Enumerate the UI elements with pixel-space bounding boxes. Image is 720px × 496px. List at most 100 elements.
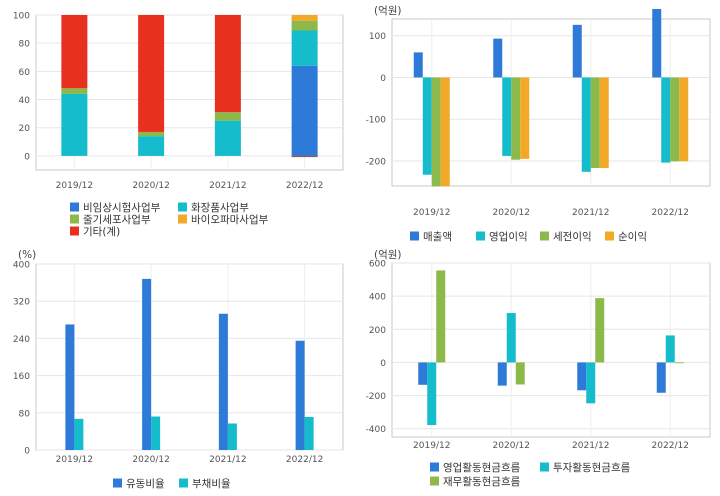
legend-label: 투자활동현금흐름 bbox=[553, 461, 631, 474]
y-tick-label: 80 bbox=[19, 409, 31, 419]
bar bbox=[214, 15, 241, 113]
bar bbox=[291, 20, 318, 31]
x-tick-label: 2020/12 bbox=[132, 455, 169, 465]
y-tick-label: 0 bbox=[380, 74, 386, 84]
chart-segment-share: 0 20 40 60 80 100 2019/12 2020/12 2021/12 2022/12… bbox=[13, 12, 344, 238]
bar bbox=[440, 77, 450, 187]
y-tick-label: 40 bbox=[19, 96, 31, 106]
bar bbox=[61, 15, 88, 89]
legend-swatch bbox=[70, 226, 79, 236]
legend-label: 화장품사업부 bbox=[191, 201, 249, 214]
bar bbox=[61, 93, 88, 156]
legend-swatch bbox=[179, 478, 188, 488]
legend-label: 영업활동현금흐름 bbox=[443, 461, 521, 474]
bar bbox=[436, 270, 446, 363]
x-tick-label: 2019/12 bbox=[413, 441, 450, 451]
unit-label: (억원) bbox=[374, 5, 402, 17]
bar bbox=[418, 362, 428, 385]
legend-swatch bbox=[70, 202, 79, 212]
legend-swatch bbox=[113, 478, 122, 488]
legend-label: 줄기세포사업부 bbox=[83, 213, 151, 226]
x-tick-label: 2020/12 bbox=[493, 208, 530, 218]
bar bbox=[586, 362, 596, 404]
chart-income: (억원) -200 -100 0 100 2019/12 2020/12 2021/12 202… bbox=[366, 5, 711, 243]
legend-swatch bbox=[540, 462, 549, 472]
y-tick-label: 100 bbox=[13, 12, 30, 22]
x-tick-label: 2021/12 bbox=[572, 441, 609, 451]
y-tick-label: -100 bbox=[366, 116, 387, 126]
bar bbox=[595, 298, 605, 363]
bar bbox=[670, 77, 680, 162]
bar bbox=[291, 30, 318, 66]
bar bbox=[679, 77, 689, 162]
legend: 유동비율 부채비율 bbox=[113, 478, 231, 490]
unit-label: (%) bbox=[18, 249, 36, 261]
bar bbox=[674, 362, 684, 364]
y-tick-label: 200 bbox=[369, 326, 386, 336]
y-tick-label: 0 bbox=[24, 152, 30, 162]
y-tick-label: 100 bbox=[369, 32, 386, 42]
bar bbox=[227, 423, 237, 450]
x-tick-label: 2020/12 bbox=[493, 441, 530, 451]
legend-label: 바이오파마사업부 bbox=[191, 213, 269, 226]
x-tick-label: 2022/12 bbox=[286, 455, 323, 465]
y-tick-label: 160 bbox=[13, 372, 30, 382]
y-tick-label: 320 bbox=[13, 298, 30, 308]
bar bbox=[520, 77, 530, 159]
legend-swatch bbox=[476, 231, 485, 241]
legend-label: 유동비율 bbox=[126, 478, 165, 490]
bar bbox=[413, 52, 423, 78]
bar bbox=[506, 313, 516, 363]
bar bbox=[295, 340, 305, 450]
legend-label: 부채비율 bbox=[192, 478, 231, 490]
legend-swatch bbox=[178, 214, 187, 224]
legend-swatch bbox=[70, 214, 79, 224]
bar bbox=[502, 77, 512, 156]
bar bbox=[61, 88, 88, 94]
legend-label: 영업이익 bbox=[489, 230, 528, 243]
x-tick-label: 2020/12 bbox=[132, 181, 169, 191]
y-tick-label: 400 bbox=[13, 261, 30, 271]
legend-label: 기타(계) bbox=[83, 226, 120, 238]
legend: 매출액 영업이익 세전이익 순이익 bbox=[410, 230, 647, 243]
x-tick-label: 2019/12 bbox=[56, 455, 93, 465]
y-tick-label: 80 bbox=[19, 40, 31, 50]
bar bbox=[151, 416, 161, 450]
legend-label: 세전이익 bbox=[553, 231, 592, 243]
bar bbox=[218, 313, 228, 450]
y-tick-label: 0 bbox=[380, 359, 386, 369]
legend-swatch bbox=[178, 202, 187, 212]
x-tick-label: 2022/12 bbox=[652, 208, 689, 218]
y-tick-label: -200 bbox=[366, 157, 387, 167]
plot-frame bbox=[35, 263, 344, 451]
legend-swatch bbox=[605, 231, 614, 241]
bar bbox=[590, 77, 600, 169]
chart-ratios: (%) 0 80 160 240 320 400 2019/12 2020/12 2021/12 2… bbox=[13, 249, 344, 490]
bar bbox=[599, 77, 609, 169]
legend-swatch bbox=[410, 231, 419, 241]
bar bbox=[427, 362, 437, 426]
unit-label: (억원) bbox=[374, 249, 402, 261]
bar bbox=[511, 77, 521, 160]
legend-swatch bbox=[430, 476, 439, 486]
y-tick-label: 600 bbox=[369, 260, 386, 270]
bar bbox=[581, 77, 591, 172]
y-tick-label: -400 bbox=[366, 425, 387, 435]
bar bbox=[665, 335, 675, 363]
bar bbox=[493, 38, 503, 78]
x-tick-label: 2021/12 bbox=[209, 455, 246, 465]
bar bbox=[661, 77, 671, 163]
bar bbox=[577, 362, 587, 391]
bar bbox=[138, 15, 165, 132]
x-tick-label: 2021/12 bbox=[209, 181, 246, 191]
legend-label: 매출액 bbox=[423, 231, 452, 243]
bar bbox=[431, 77, 441, 187]
bar bbox=[142, 278, 152, 450]
chart-cashflow: (억원) -400 -200 0 200 400 600 2019/12 2020/12 2021… bbox=[366, 249, 711, 488]
bar bbox=[214, 120, 241, 156]
x-tick-label: 2019/12 bbox=[413, 208, 450, 218]
bar bbox=[304, 416, 314, 450]
